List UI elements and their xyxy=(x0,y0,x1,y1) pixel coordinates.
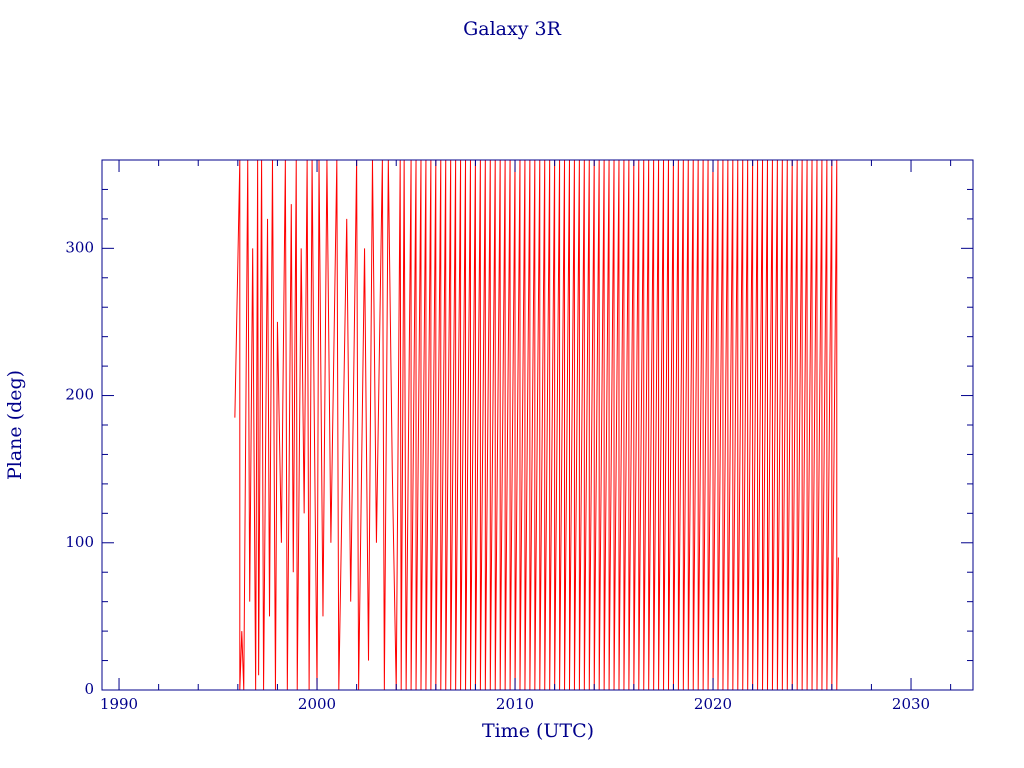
y-axis-label: Plane (deg) xyxy=(4,370,26,480)
chart-title: Galaxy 3R xyxy=(463,18,561,40)
y-tick-label: 300 xyxy=(65,238,94,256)
x-tick-label: 1990 xyxy=(100,695,138,713)
x-tick-label: 2020 xyxy=(694,695,732,713)
x-tick-label: 2000 xyxy=(298,695,336,713)
data-line xyxy=(234,159,839,691)
x-axis-label: Time (UTC) xyxy=(482,720,594,742)
x-tick-label: 2030 xyxy=(892,695,930,713)
x-tick-label: 2010 xyxy=(496,695,534,713)
y-tick-label: 200 xyxy=(65,386,94,404)
y-tick-label: 0 xyxy=(84,680,94,698)
y-tick-label: 100 xyxy=(65,533,94,551)
